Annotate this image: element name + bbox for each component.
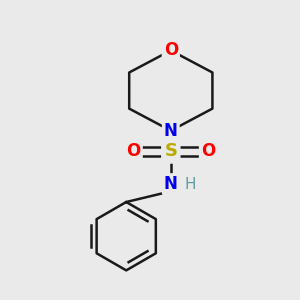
Text: O: O [164,41,178,59]
Text: S: S [164,142,177,160]
Text: N: N [164,122,178,140]
Text: O: O [201,142,215,160]
Text: H: H [184,177,196,192]
Text: N: N [164,175,178,193]
Text: O: O [127,142,141,160]
